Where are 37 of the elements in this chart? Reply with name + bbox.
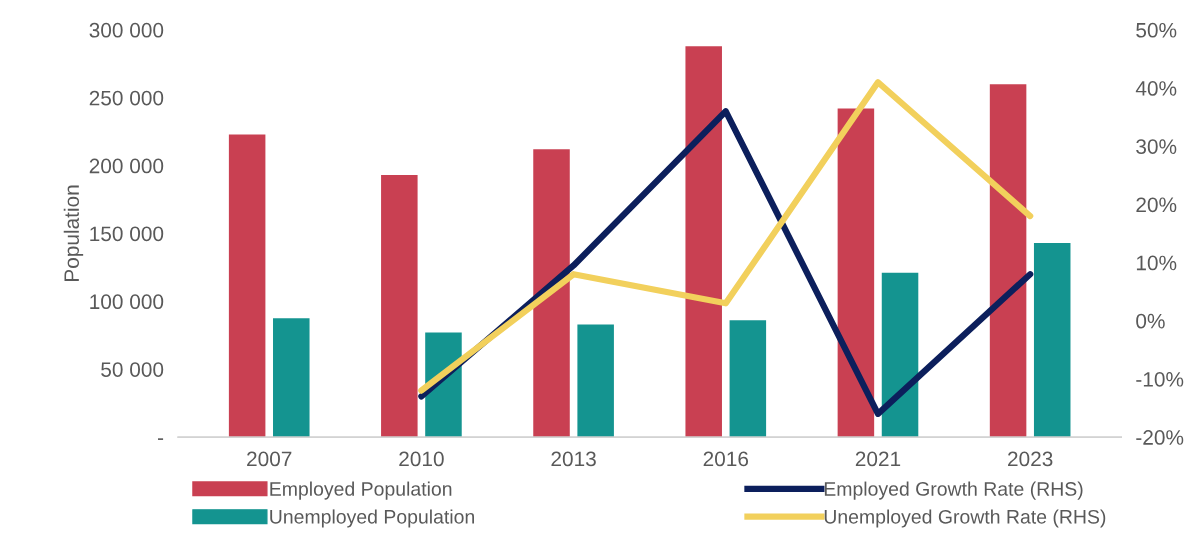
y-tick-label: 50 000: [101, 362, 164, 377]
y-tick-label: 300 000: [89, 22, 164, 38]
bar: [685, 46, 722, 438]
bar: [381, 175, 418, 438]
x-tick-label: 2007: [247, 451, 292, 467]
bar: [533, 149, 570, 438]
bar: [837, 108, 875, 438]
y2-tick-label: -10%: [1136, 371, 1184, 387]
x-tick-label: 2013: [551, 451, 596, 467]
y2-tick-label: 40%: [1135, 81, 1177, 96]
y2-tick-label: 10%: [1136, 255, 1177, 271]
y-tick-label: -: [157, 438, 164, 440]
bar: [228, 134, 266, 438]
y2-tick-label: 50%: [1136, 22, 1177, 38]
x-tick-label: 2021: [855, 451, 901, 467]
y2-tick-label: 20%: [1136, 197, 1177, 213]
legend-label: Employed Population: [270, 481, 452, 500]
bar: [881, 272, 919, 438]
y-axis-title: Population: [63, 185, 84, 282]
y2-tick-label: 0%: [1136, 313, 1165, 329]
x-tick-label: 2016: [703, 451, 749, 467]
y-tick-label: 250 000: [89, 90, 164, 106]
bar: [1033, 242, 1071, 438]
y-tick-label: 150 000: [90, 226, 164, 242]
legend-label: Unemployed Population: [270, 509, 474, 528]
bar: [577, 324, 614, 438]
legend-label: Employed Growth Rate (RHS): [824, 481, 1083, 500]
bar: [729, 320, 767, 438]
y-tick-label: 200 000: [89, 158, 164, 174]
bar: [273, 318, 310, 438]
y-tick-label: 100 000: [90, 294, 164, 310]
legend-label: Unemployed Growth Rate (RHS): [824, 509, 1106, 528]
bar: [989, 84, 1027, 438]
x-tick-label: 2023: [1008, 451, 1053, 467]
y2-tick-label: 30%: [1136, 139, 1177, 154]
y2-tick-label: -20%: [1136, 430, 1184, 445]
x-tick-label: 2010: [399, 451, 444, 467]
